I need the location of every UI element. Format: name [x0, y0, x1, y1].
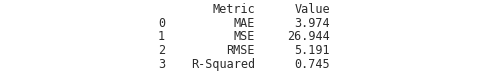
Text: 0.745: 0.745	[294, 58, 329, 71]
Text: 3.974: 3.974	[294, 17, 329, 30]
Text: Metric: Metric	[212, 3, 254, 16]
Text: 3: 3	[158, 58, 164, 71]
Text: 1: 1	[158, 30, 164, 43]
Text: MAE: MAE	[233, 17, 254, 30]
Text: R-Squared: R-Squared	[190, 58, 254, 71]
Text: RMSE: RMSE	[226, 44, 254, 57]
Text: Value: Value	[294, 3, 329, 16]
Text: 26.944: 26.944	[286, 30, 329, 43]
Text: 0: 0	[158, 17, 164, 30]
Text: 2: 2	[158, 44, 164, 57]
Text: MSE: MSE	[233, 30, 254, 43]
Text: 5.191: 5.191	[294, 44, 329, 57]
